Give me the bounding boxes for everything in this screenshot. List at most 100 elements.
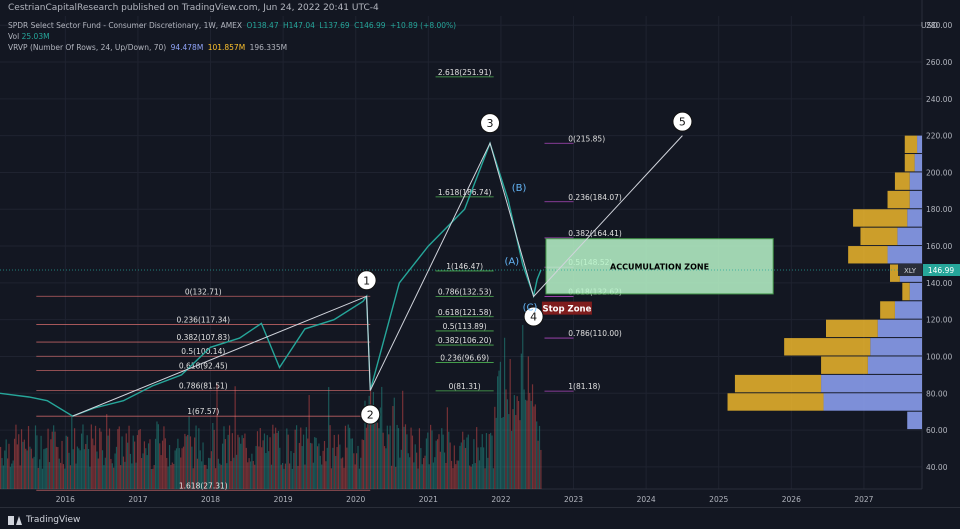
- volume-bar: [342, 457, 344, 489]
- volume-bar: [333, 434, 335, 489]
- volume-bar: [164, 438, 166, 489]
- volume-bar: [124, 461, 126, 489]
- volume-bar: [287, 434, 289, 489]
- stop-zone-badge: [541, 301, 592, 315]
- volume-bar: [34, 425, 37, 489]
- volume-bar: [404, 424, 407, 489]
- volume-bar: [298, 442, 300, 489]
- volume-bar: [282, 462, 284, 489]
- volume-bar: [469, 465, 471, 489]
- volume-bar: [94, 425, 97, 489]
- volume-bar: [488, 434, 490, 489]
- volume-bar: [439, 451, 441, 489]
- volume-bar: [181, 448, 183, 489]
- volume-bar: [69, 465, 72, 489]
- volume-bar: [40, 435, 42, 489]
- volume-bar: [319, 455, 321, 489]
- volume-bar: [86, 435, 88, 489]
- volume-bar: [60, 462, 62, 489]
- symbol-name[interactable]: SPDR Select Sector Fund - Consumer Discr…: [8, 21, 243, 30]
- volume-bar: [460, 442, 462, 489]
- fib-ext-label: 0.5(113.89): [443, 322, 487, 331]
- volume-bar: [323, 440, 326, 489]
- wave-marker: [523, 306, 544, 327]
- volume-bar: [432, 462, 434, 489]
- volume-bar: [381, 386, 383, 489]
- volume-bar: [434, 457, 436, 489]
- volume-bar: [180, 457, 182, 489]
- volume-bar: [149, 439, 151, 489]
- volume-bar: [321, 464, 323, 489]
- volume-bar: [487, 457, 489, 489]
- volume-bar: [509, 359, 511, 489]
- volume-bar: [259, 428, 261, 489]
- volume-bar: [195, 425, 197, 489]
- volume-bar: [27, 426, 30, 489]
- volume-bar: [389, 425, 391, 489]
- volume-bar: [379, 407, 381, 489]
- x-tick-label: 2022: [491, 495, 510, 504]
- volume-bar: [499, 361, 502, 489]
- volume-bar: [410, 427, 412, 489]
- currency-label[interactable]: USD: [920, 21, 938, 30]
- volume-bar: [4, 450, 6, 489]
- volume-bar: [362, 440, 365, 489]
- volume-bar: [343, 467, 345, 489]
- volume-bar: [67, 436, 69, 489]
- volume-profile-up: [867, 356, 922, 374]
- volume-bar: [237, 434, 239, 489]
- volume-bar: [107, 435, 109, 489]
- volume-profile-up: [821, 374, 922, 393]
- volume-bar: [0, 446, 2, 489]
- volume-bar: [411, 435, 414, 489]
- volume-bar: [353, 453, 355, 489]
- volume-bar: [508, 414, 510, 489]
- volume-profile-up: [909, 282, 922, 301]
- volume-bar: [248, 458, 250, 489]
- volume-bar: [1, 458, 3, 489]
- volume-bar: [46, 447, 48, 489]
- ohlc-close: C146.99: [354, 21, 386, 30]
- volume-profile-down: [853, 209, 908, 227]
- volume-bar: [136, 435, 139, 489]
- brand-label: TradingView: [26, 515, 81, 525]
- volume-bar: [399, 457, 401, 489]
- volume-bar: [531, 384, 534, 489]
- volume-bar: [390, 465, 393, 489]
- volume-profile-up: [877, 319, 922, 338]
- volume-bar: [252, 461, 254, 489]
- volume-bar: [386, 425, 388, 489]
- volume-bar: [138, 430, 140, 489]
- volume-bar: [445, 462, 447, 489]
- volume-bar: [111, 463, 113, 489]
- volume-bar: [156, 421, 158, 489]
- y-tick-label: 180.00: [926, 205, 952, 214]
- volume-bar: [48, 462, 51, 489]
- tradingview-brand[interactable]: TradingView: [8, 515, 80, 525]
- volume-profile-up: [887, 246, 922, 264]
- volume-bar: [240, 443, 242, 489]
- volume-bar: [80, 433, 83, 489]
- fib-ext-label: 0.382(106.20): [438, 336, 492, 345]
- volume-bar: [210, 451, 213, 489]
- volume-label[interactable]: Vol: [8, 32, 20, 41]
- volume-bar: [163, 426, 165, 489]
- accumulation-zone[interactable]: [545, 238, 774, 295]
- volume-bar: [452, 468, 454, 489]
- volume-bar: [314, 437, 316, 489]
- vrvp-label[interactable]: VRVP (Number Of Rows, 24, Up/Down, 70): [8, 43, 167, 52]
- volume-bar: [256, 431, 259, 489]
- volume-bar: [110, 458, 112, 489]
- volume-bar: [483, 447, 485, 489]
- volume-bar: [22, 441, 24, 489]
- fib-ext-label: 2.618(251.91): [438, 68, 492, 77]
- volume-bar: [530, 400, 532, 489]
- volume-bar: [286, 428, 288, 489]
- volume-bar: [238, 437, 240, 489]
- wave-marker: [672, 111, 693, 132]
- volume-bar: [519, 420, 521, 489]
- vrvp-down: 101.857M: [207, 43, 246, 52]
- vrvp-total: 196.335M: [249, 43, 288, 52]
